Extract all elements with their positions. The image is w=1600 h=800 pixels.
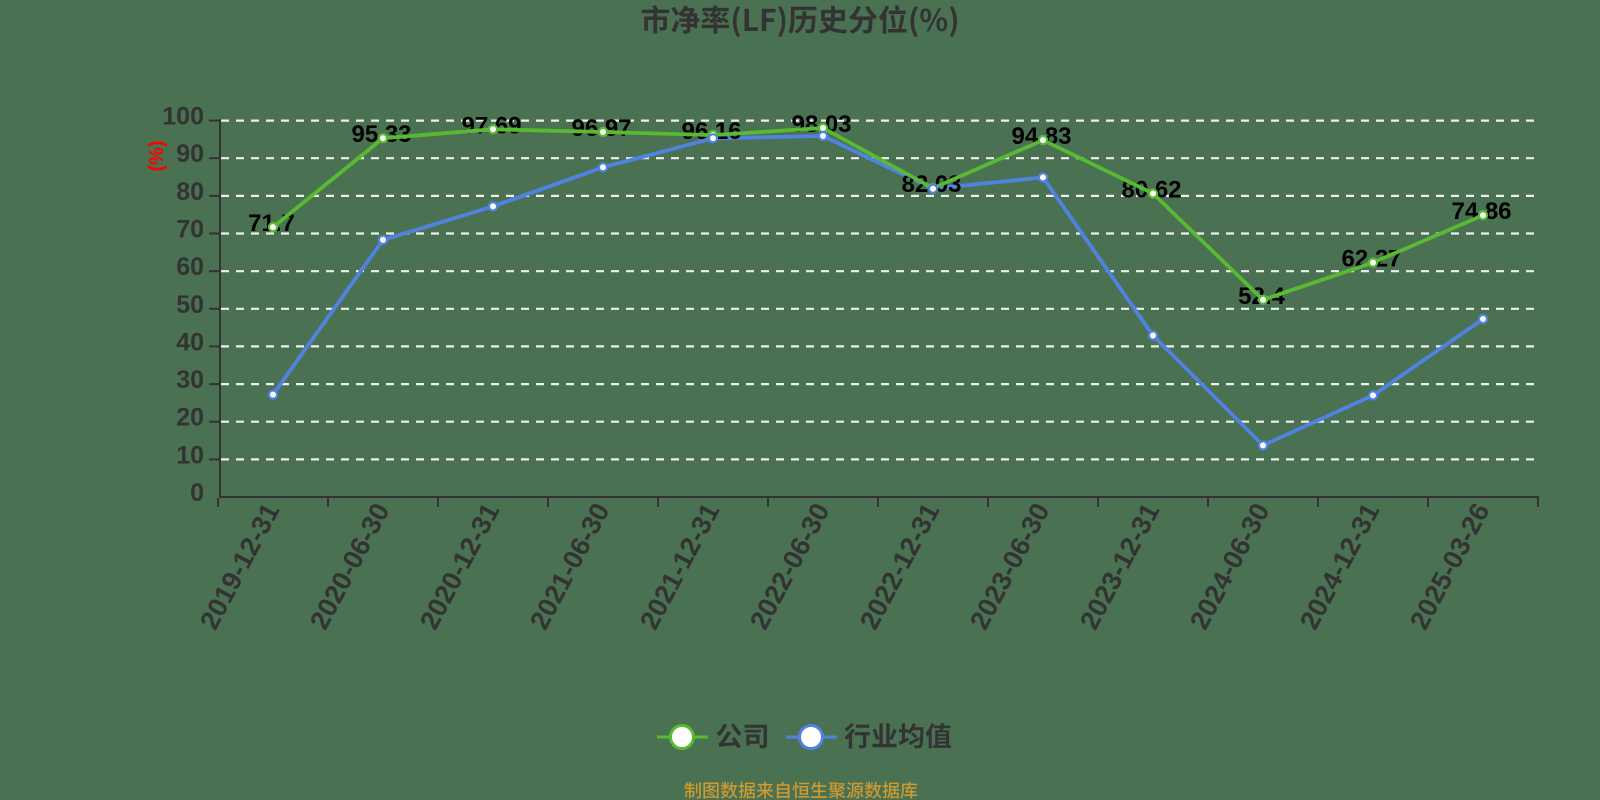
svg-text:60: 60 [176, 253, 204, 281]
svg-text:20: 20 [176, 404, 204, 432]
svg-text:90: 90 [176, 140, 204, 168]
svg-text:10: 10 [176, 441, 204, 469]
svg-text:30: 30 [176, 366, 204, 394]
svg-text:(%): (%) [146, 140, 168, 171]
svg-text:70: 70 [176, 216, 204, 244]
svg-text:100: 100 [162, 103, 204, 131]
svg-text:50: 50 [176, 291, 204, 319]
svg-text:40: 40 [176, 328, 204, 356]
svg-text:0: 0 [190, 479, 204, 507]
svg-text:80: 80 [176, 178, 204, 206]
